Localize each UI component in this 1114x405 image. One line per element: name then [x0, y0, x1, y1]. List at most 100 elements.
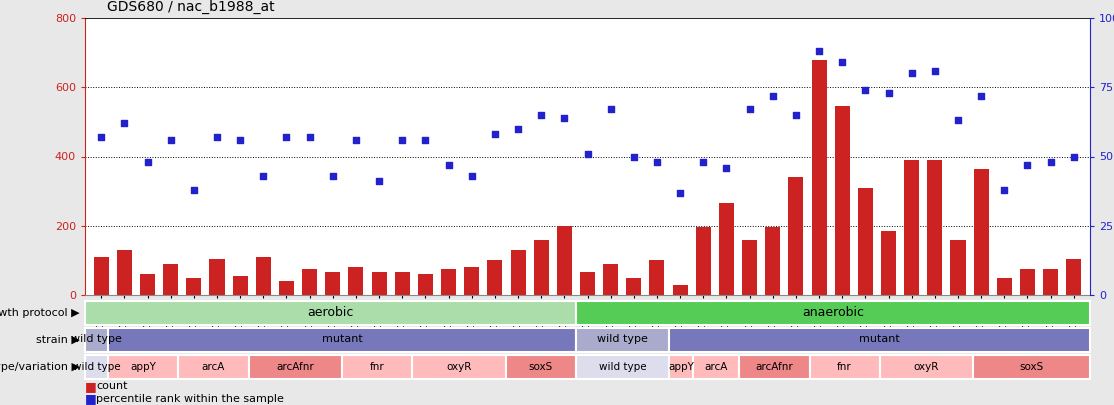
Text: appY: appY — [668, 362, 694, 371]
Point — [672, 189, 690, 196]
Bar — [693, 354, 740, 379]
Text: growth protocol ▶: growth protocol ▶ — [0, 307, 80, 318]
Bar — [117, 250, 131, 295]
Bar — [765, 228, 780, 295]
Bar — [349, 267, 363, 295]
Point — [741, 106, 759, 113]
Point — [926, 67, 944, 74]
Text: arcAfnr: arcAfnr — [755, 362, 793, 371]
Text: appY: appY — [130, 362, 156, 371]
Point — [324, 173, 342, 179]
Bar — [465, 267, 479, 295]
Point — [902, 70, 920, 77]
Bar — [670, 354, 693, 379]
Point — [648, 159, 666, 165]
Text: aerobic: aerobic — [307, 306, 353, 319]
Point — [1065, 153, 1083, 160]
Text: wild type: wild type — [597, 335, 648, 345]
Bar — [742, 240, 758, 295]
Bar — [576, 301, 1089, 324]
Point — [462, 173, 480, 179]
Point — [232, 136, 250, 143]
Point — [301, 134, 319, 141]
Bar — [740, 354, 810, 379]
Bar — [108, 328, 576, 352]
Bar — [649, 260, 664, 295]
Bar — [302, 269, 317, 295]
Bar — [673, 285, 687, 295]
Point — [509, 126, 527, 132]
Text: mutant: mutant — [322, 335, 362, 345]
Bar — [209, 259, 225, 295]
Bar — [248, 354, 342, 379]
Text: arcA: arcA — [704, 362, 727, 371]
Text: percentile rank within the sample: percentile rank within the sample — [96, 394, 284, 403]
Bar — [811, 60, 827, 295]
Bar — [810, 354, 880, 379]
Text: mutant: mutant — [859, 335, 900, 345]
Text: soxS: soxS — [529, 362, 553, 371]
Point — [162, 136, 179, 143]
Point — [185, 186, 203, 193]
Bar — [1043, 269, 1058, 295]
Bar — [881, 231, 896, 295]
Bar — [880, 354, 974, 379]
Bar — [789, 177, 803, 295]
Bar — [163, 264, 178, 295]
Point — [949, 117, 967, 124]
Bar — [418, 274, 433, 295]
Bar — [670, 328, 1089, 352]
Bar — [85, 328, 108, 352]
Point — [786, 112, 804, 118]
Point — [810, 48, 828, 55]
Bar — [186, 278, 202, 295]
Point — [857, 87, 874, 93]
Text: fnr: fnr — [370, 362, 384, 371]
Point — [996, 186, 1014, 193]
Bar — [580, 273, 595, 295]
Bar — [372, 273, 387, 295]
Point — [208, 134, 226, 141]
Point — [694, 159, 712, 165]
Bar — [576, 354, 670, 379]
Point — [440, 162, 458, 168]
Point — [116, 120, 134, 126]
Bar — [178, 354, 248, 379]
Bar — [696, 228, 711, 295]
Bar — [858, 188, 873, 295]
Bar — [325, 273, 340, 295]
Bar — [557, 226, 571, 295]
Bar — [974, 354, 1089, 379]
Bar — [834, 106, 850, 295]
Text: soxS: soxS — [1019, 362, 1044, 371]
Bar — [441, 269, 456, 295]
Bar — [94, 257, 109, 295]
Bar — [626, 278, 642, 295]
Bar — [487, 260, 502, 295]
Point — [973, 92, 990, 99]
Point — [1018, 162, 1036, 168]
Bar — [108, 354, 178, 379]
Point — [764, 92, 782, 99]
Bar — [394, 273, 410, 295]
Bar — [534, 240, 549, 295]
Point — [1042, 159, 1059, 165]
Bar — [412, 354, 506, 379]
Text: oxyR: oxyR — [913, 362, 939, 371]
Point — [370, 178, 388, 185]
Point — [625, 153, 643, 160]
Bar — [905, 160, 919, 295]
Text: strain ▶: strain ▶ — [36, 335, 80, 345]
Text: ■: ■ — [85, 380, 97, 393]
Bar — [974, 168, 989, 295]
Text: wild type: wild type — [71, 335, 123, 345]
Point — [393, 136, 411, 143]
Text: fnr: fnr — [838, 362, 852, 371]
Point — [254, 173, 272, 179]
Point — [417, 136, 434, 143]
Bar — [576, 328, 670, 352]
Point — [880, 90, 898, 96]
Bar — [950, 240, 966, 295]
Text: count: count — [96, 381, 128, 391]
Bar — [506, 354, 576, 379]
